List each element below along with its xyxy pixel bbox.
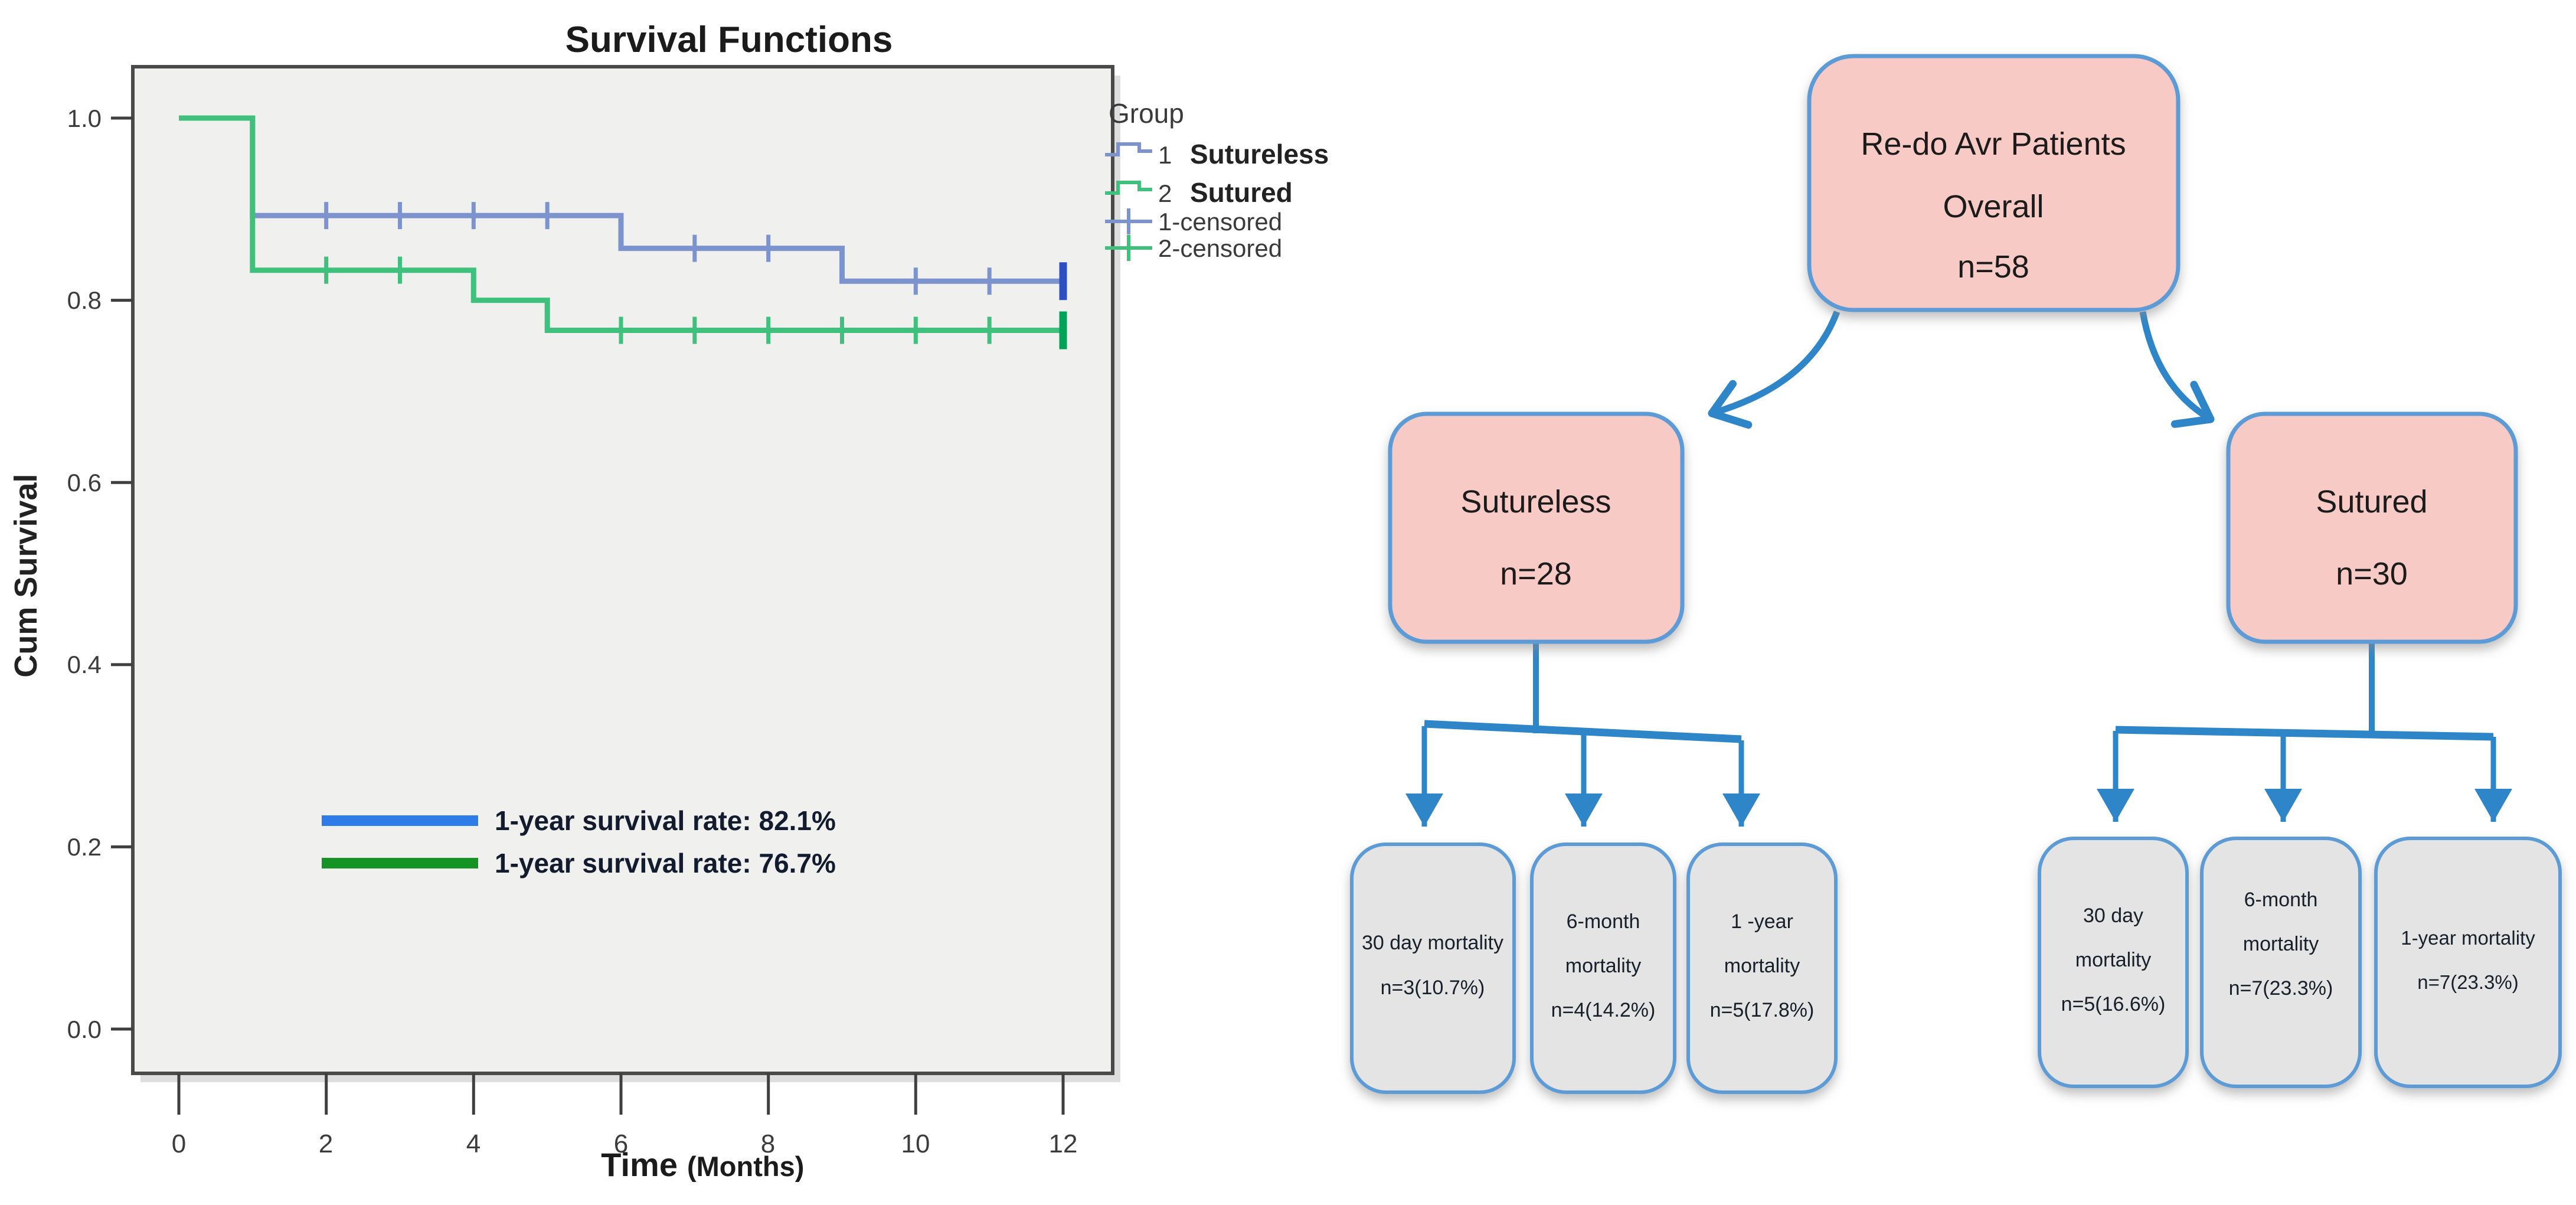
node-sutured xyxy=(2226,412,2518,644)
node-sutureless-line1: Sutureless xyxy=(1460,484,1611,520)
y-tick-label: 0.2 xyxy=(67,833,102,861)
legend-entry-label: 2-censored xyxy=(1158,234,1282,262)
legend-title: Group xyxy=(1109,98,1184,129)
leaf-sutureless-1year xyxy=(1686,842,1838,1094)
x-tick-label: 0 xyxy=(172,1129,186,1158)
x-axis-label-unit: (Months) xyxy=(687,1151,804,1182)
y-tick-label: 0.4 xyxy=(67,651,102,678)
x-tick-label: 6 xyxy=(614,1129,628,1158)
leaf-sutured-6month xyxy=(2200,837,2362,1088)
node-sutureless-line2: n=28 xyxy=(1500,556,1572,592)
x-axis-label: Time xyxy=(601,1146,678,1183)
legend-entry-number: 1 xyxy=(1158,141,1172,169)
legend-entry-name: Sutured xyxy=(1190,177,1293,208)
leaf-text: n=5(16.6%) xyxy=(2061,993,2166,1015)
y-tick-label: 0.0 xyxy=(67,1015,102,1043)
node-root xyxy=(1807,54,2181,312)
sutureless-bracket-line xyxy=(1424,720,1742,743)
legend-entry-label: 1-censored xyxy=(1158,208,1282,236)
annotation-text-sutureless: 1-year survival rate: 82.1% xyxy=(495,805,836,836)
node-sutureless xyxy=(1388,412,1685,644)
leaf-text: mortality xyxy=(2075,949,2151,971)
node-root-line1: Re-do Avr Patients xyxy=(1861,126,2126,162)
censor-plus-icon xyxy=(1105,208,1152,234)
node-root-line2: Overall xyxy=(1943,189,2044,224)
node-root-line3: n=58 xyxy=(1957,249,2029,285)
step-line-icon xyxy=(1105,142,1152,156)
leaf-text: mortality xyxy=(1724,955,1800,977)
annotation-text-sutured: 1-year survival rate: 76.7% xyxy=(495,848,836,879)
y-tick-label: 0.8 xyxy=(67,286,102,314)
x-tick-label: 10 xyxy=(901,1129,930,1158)
chart-legend: Group 1 Sutureless 2 Sutured 1-censored … xyxy=(1105,98,1329,262)
leaf-text: 1 -year xyxy=(1731,910,1793,933)
x-tick-label: 2 xyxy=(319,1129,333,1158)
y-axis-label: Cum Survival xyxy=(8,473,44,677)
flowchart: Re-do Avr Patients Overall n=58 Suturele… xyxy=(1350,54,2562,1094)
leaf-sutureless-6month xyxy=(1530,842,1676,1094)
sutured-bracket-line xyxy=(2115,726,2494,741)
leaf-text: mortality xyxy=(2243,933,2319,955)
x-tick-label: 8 xyxy=(761,1129,775,1158)
leaf-text: 6-month xyxy=(2244,889,2318,911)
leaf-text: n=3(10.7%) xyxy=(1381,977,1485,999)
y-tick-label: 1.0 xyxy=(67,105,102,132)
leaf-text: 6-month xyxy=(1567,910,1640,933)
leaf-text: 1-year mortality xyxy=(2401,927,2535,949)
leaf-text: n=4(14.2%) xyxy=(1551,999,1656,1021)
arrow-root-to-sutured xyxy=(2139,311,2215,428)
step-line-icon xyxy=(1105,181,1152,195)
leaf-text: mortality xyxy=(1565,955,1641,977)
x-tick-label: 4 xyxy=(466,1129,480,1158)
arrow-root-to-sutureless xyxy=(1708,311,1841,429)
x-tick-label: 12 xyxy=(1049,1129,1078,1158)
leaf-text: n=7(23.3%) xyxy=(2229,977,2333,1000)
leaf-sutured-1year xyxy=(2374,837,2562,1088)
legend-entry-name: Sutureless xyxy=(1190,139,1329,169)
km-curves-layer xyxy=(179,115,1067,350)
leaf-text: 30 day xyxy=(2083,904,2143,927)
node-sutured-line1: Sutured xyxy=(2316,484,2427,520)
censor-plus-icon xyxy=(1105,235,1152,261)
km-chart: Survival Functions 1.0 0.8 0.6 0.4 0.2 0… xyxy=(8,19,1329,1183)
km-curve-sutured xyxy=(179,115,1063,333)
legend-entry-number: 2 xyxy=(1158,179,1172,207)
y-tick-label: 0.6 xyxy=(67,469,102,497)
leaf-sutured-30day xyxy=(2038,837,2189,1088)
leaf-sutureless-30day xyxy=(1350,842,1516,1094)
leaf-text: 30 day mortality xyxy=(1362,932,1503,954)
leaf-text: n=7(23.3%) xyxy=(2417,971,2519,993)
chart-title: Survival Functions xyxy=(565,19,893,60)
leaf-text: n=5(17.8%) xyxy=(1710,999,1815,1021)
node-sutured-line2: n=30 xyxy=(2336,556,2408,592)
